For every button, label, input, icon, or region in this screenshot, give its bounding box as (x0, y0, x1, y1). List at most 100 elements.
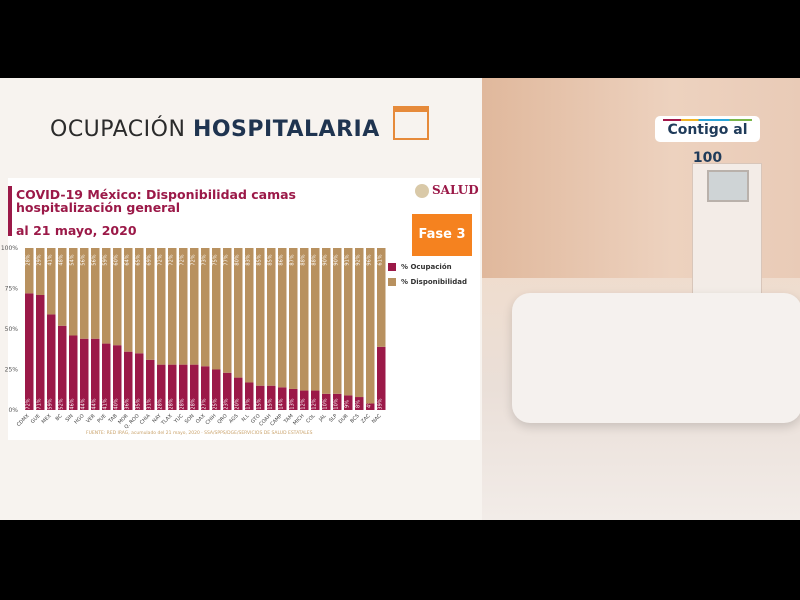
data-label: 10% (333, 398, 339, 409)
y-tick-label: 0% (8, 407, 18, 414)
bar-disponibilidad (344, 248, 353, 396)
x-tick-label: COL (305, 413, 317, 425)
bar-ocupacion (311, 390, 320, 410)
bar-disponibilidad (267, 248, 276, 386)
bar-disponibilidad (377, 248, 386, 347)
x-tick-label: CAMP (269, 413, 283, 427)
data-label: 85% (267, 254, 273, 265)
x-tick-label: HGO (73, 413, 85, 425)
bar-ocupacion (289, 388, 298, 410)
data-label: 28% (25, 254, 31, 265)
data-label: 10% (322, 398, 328, 409)
data-label: 72% (157, 254, 163, 265)
bar-disponibilidad (223, 248, 232, 373)
phase-badge: Fase 3 (412, 214, 472, 256)
bar-ocupacion (135, 353, 144, 410)
data-label: 41% (47, 254, 53, 265)
bar-ocupacion (25, 293, 34, 410)
bar-disponibilidad (135, 248, 144, 354)
bar-ocupacion (168, 364, 177, 410)
x-tick-label: SON (184, 413, 196, 425)
x-tick-label: N.L (241, 413, 251, 423)
bar-ocupacion (377, 346, 386, 410)
data-label: 52% (58, 398, 64, 409)
bar-ocupacion (69, 335, 78, 410)
data-label: 60% (113, 254, 119, 265)
bar-ocupacion (245, 382, 254, 410)
x-tick-label: NAC (371, 413, 383, 425)
data-label: 13% (289, 398, 295, 409)
data-label: 27% (201, 398, 207, 409)
legend-item-disponibilidad: % Disponibilidad (388, 278, 467, 286)
bar-ocupacion (333, 393, 342, 410)
bar-disponibilidad (256, 248, 265, 386)
data-label: 31% (146, 398, 152, 409)
bar-ocupacion (234, 377, 243, 410)
bar-ocupacion (366, 403, 375, 410)
bar-disponibilidad (36, 248, 45, 295)
x-tick-label: GTO (250, 413, 262, 425)
x-tick-label: CHIH (205, 413, 218, 426)
data-label: 29% (36, 254, 42, 265)
data-label: 28% (168, 398, 174, 409)
bar-disponibilidad (190, 248, 199, 365)
bar-ocupacion (47, 314, 56, 410)
y-tick-label: 100% (1, 245, 18, 252)
bar-disponibilidad (102, 248, 111, 344)
data-label: 72% (179, 254, 185, 265)
bar-disponibilidad (179, 248, 188, 365)
data-label: 72% (190, 254, 196, 265)
hospital-bed-photo (482, 78, 800, 520)
bar-disponibilidad (366, 248, 375, 404)
y-tick-label: 75% (5, 286, 19, 293)
chart-subtitle: al 21 mayo, 2020 (16, 223, 137, 238)
bar-ocupacion (113, 345, 122, 410)
data-label: 54% (69, 254, 75, 265)
bar-ocupacion (36, 294, 45, 410)
data-label: 44% (80, 398, 86, 409)
data-label: 80% (234, 254, 240, 265)
y-tick-label: 25% (5, 367, 19, 374)
data-label: 17% (245, 398, 251, 409)
data-label: 96% (366, 254, 372, 265)
data-label: 73% (201, 254, 207, 265)
data-label: 14% (278, 398, 284, 409)
bar-disponibilidad (69, 248, 78, 336)
data-label: 85% (256, 254, 262, 265)
x-tick-label: MICH (292, 413, 306, 427)
data-label: 69% (146, 254, 152, 265)
data-label: 20% (234, 398, 240, 409)
bar-disponibilidad (333, 248, 342, 394)
x-tick-label: YUC (172, 413, 185, 426)
bar-disponibilidad (355, 248, 364, 398)
x-tick-label: ZAC (360, 413, 372, 425)
x-tick-label: BCS (349, 413, 360, 424)
data-label: 48% (58, 254, 64, 265)
bar-disponibilidad (234, 248, 243, 378)
data-label: 56% (80, 254, 86, 265)
data-label: 90% (333, 254, 339, 265)
data-label: 25% (212, 398, 218, 409)
x-tick-label: CDMX (16, 413, 31, 428)
x-tick-label: NAY (151, 413, 163, 425)
data-label: 92% (355, 254, 361, 265)
stacked-bar-chart: 0% 25% 50% 75% 100% 72% 28% CDMX 71% 29% GUE 59% 41%… (1, 245, 386, 430)
bar-disponibilidad (25, 248, 34, 294)
data-label: 12% (311, 398, 317, 409)
bar-disponibilidad (300, 248, 309, 391)
data-label: 46% (69, 398, 75, 409)
data-label: 72% (25, 398, 31, 409)
x-tick-label: PUE (96, 413, 107, 424)
bar-disponibilidad (91, 248, 100, 339)
bar-ocupacion (212, 369, 221, 410)
data-label: 35% (135, 398, 141, 409)
data-label: 23% (223, 398, 229, 409)
title-accent (8, 186, 12, 236)
bar-disponibilidad (47, 248, 56, 315)
data-label: 36% (124, 398, 130, 409)
data-label: 64% (124, 254, 130, 265)
bar-ocupacion (344, 395, 353, 410)
data-label: 28% (179, 398, 185, 409)
data-label: 83% (245, 254, 251, 265)
data-label: 91% (344, 254, 350, 265)
